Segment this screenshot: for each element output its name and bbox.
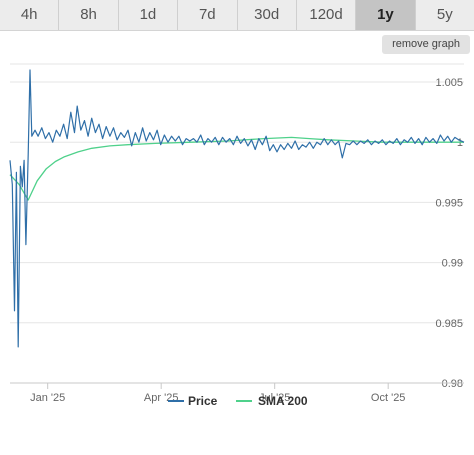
legend-sma-200-label[interactable]: SMA 200: [258, 394, 308, 408]
timeframe-tabs: 4h 8h 1d 7d 30d 120d 1y 5y: [0, 0, 474, 31]
y-tick-label: 1.005: [435, 77, 463, 89]
y-tick-label: 0.98: [442, 378, 463, 390]
tab-1y[interactable]: 1y: [356, 0, 416, 30]
y-tick-label: 0.99: [442, 258, 463, 270]
x-tick-label: Jul '25: [259, 392, 290, 404]
tab-7d[interactable]: 7d: [178, 0, 238, 30]
y-tick-label: 0.995: [435, 197, 463, 209]
sma-200-series-line: [9, 136, 464, 201]
y-tick-label: 1: [457, 137, 463, 149]
x-tick-label: Jan '25: [30, 392, 65, 404]
tab-1d[interactable]: 1d: [118, 0, 179, 30]
legend-price-label[interactable]: Price: [188, 394, 218, 408]
y-tick-label: 0.985: [435, 318, 463, 330]
remove-graph-button[interactable]: remove graph: [382, 35, 470, 54]
x-tick-label: Oct '25: [371, 392, 406, 404]
tab-5y[interactable]: 5y: [415, 0, 474, 30]
price-series-line: [9, 69, 465, 348]
x-tick-label: Apr '25: [144, 392, 179, 404]
tab-120d[interactable]: 120d: [296, 0, 357, 30]
tab-8h[interactable]: 8h: [59, 0, 119, 30]
tab-30d[interactable]: 30d: [237, 0, 297, 30]
tab-4h[interactable]: 4h: [0, 0, 60, 30]
